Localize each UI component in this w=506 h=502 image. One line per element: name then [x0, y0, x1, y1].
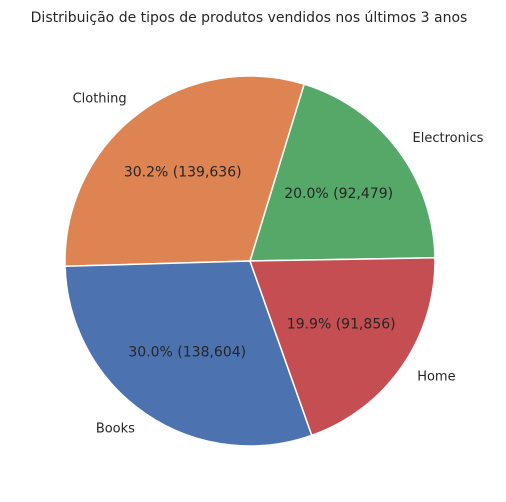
- slice-value-label-clothing: 30.2% (139,636): [124, 165, 242, 181]
- pie-slices: [64, 75, 436, 447]
- slice-value-label-books: 30.0% (138,604): [128, 345, 246, 361]
- slice-category-label-home: Home: [417, 369, 455, 384]
- slice-value-label-electronics: 20.0% (92,479): [284, 186, 393, 202]
- pie-labels: 20.0% (92,479) Electronics 30.2% (139,636)…: [73, 92, 484, 437]
- pie-slice-home: [249, 257, 436, 437]
- chart-title: Distribuição de tipos de produtos vendid…: [31, 10, 468, 26]
- pie-slice-books: [64, 260, 313, 447]
- slice-category-label-books: Books: [96, 421, 135, 436]
- slice-category-label-clothing: Clothing: [73, 92, 127, 107]
- slice-category-label-electronics: Electronics: [413, 131, 484, 146]
- pie-slice-electronics: [249, 83, 436, 262]
- slice-value-label-home: 19.9% (91,856): [287, 316, 396, 332]
- pie-slice-clothing: [64, 75, 305, 268]
